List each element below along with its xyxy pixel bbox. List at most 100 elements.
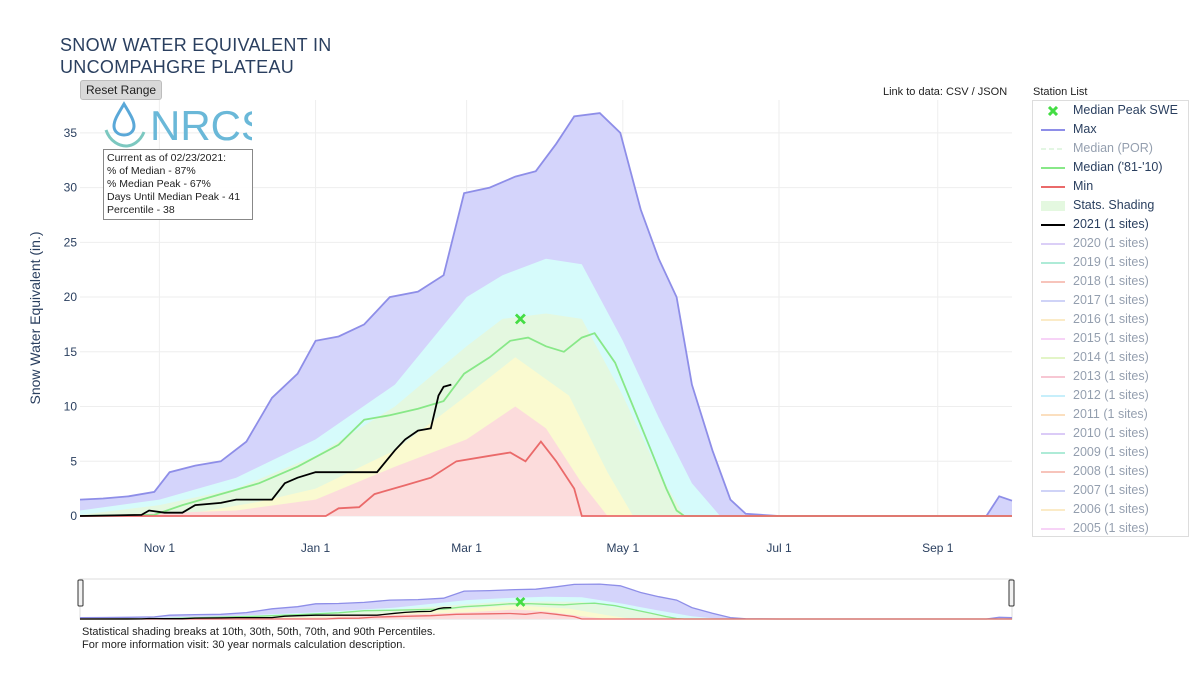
line-symbol-icon bbox=[1041, 262, 1065, 264]
chart-title: SNOW WATER EQUIVALENT IN UNCOMPAHGRE PLA… bbox=[60, 34, 332, 78]
reset-range-button[interactable]: Reset Range bbox=[80, 80, 163, 100]
legend-item[interactable]: 2010 (1 sites) bbox=[1033, 424, 1188, 443]
json-link[interactable]: JSON bbox=[977, 86, 1008, 98]
csv-link[interactable]: CSV bbox=[946, 86, 969, 98]
info-pct-median: % of Median - 87% bbox=[107, 165, 196, 177]
line-symbol-icon bbox=[1041, 452, 1065, 454]
legend-item[interactable]: 2020 (1 sites) bbox=[1033, 234, 1188, 253]
legend-item[interactable]: 2016 (1 sites) bbox=[1033, 310, 1188, 329]
logo-text: NRCS bbox=[150, 102, 252, 149]
range-handle-left[interactable] bbox=[77, 579, 84, 607]
water-drop-icon: NRCS bbox=[104, 101, 269, 149]
legend-item[interactable]: Median ('81-'10) bbox=[1033, 158, 1188, 177]
legend-item[interactable]: 2018 (1 sites) bbox=[1033, 272, 1188, 291]
station-list-link[interactable]: Station List bbox=[1033, 86, 1088, 98]
normals-description-link[interactable]: 30 year normals calculation description bbox=[212, 639, 403, 651]
line-symbol-icon bbox=[1041, 357, 1065, 359]
legend: Median Peak SWE Max Median (POR) Median ('8… bbox=[1032, 100, 1189, 537]
line-symbol-icon bbox=[1041, 433, 1065, 435]
range-slider-preview bbox=[79, 583, 1013, 620]
legend-item[interactable]: 2017 (1 sites) bbox=[1033, 291, 1188, 310]
legend-item[interactable]: 2007 (1 sites) bbox=[1033, 481, 1188, 500]
line-symbol-icon bbox=[1041, 243, 1065, 245]
y-tick-labels: 0 5 10 15 20 25 30 35 bbox=[64, 126, 78, 523]
series-lines bbox=[79, 112, 1013, 517]
footnote: Statistical shading breaks at 10th, 30th… bbox=[82, 626, 435, 652]
y-tick-label: 0 bbox=[70, 509, 77, 523]
max-line bbox=[79, 583, 1013, 620]
legend-item-label: 2006 (1 sites) bbox=[1073, 502, 1149, 516]
legend-item[interactable]: 2009 (1 sites) bbox=[1033, 443, 1188, 462]
y-tick-label: 25 bbox=[64, 235, 78, 249]
legend-item[interactable]: 2015 (1 sites) bbox=[1033, 329, 1188, 348]
legend-item[interactable]: 2021 (1 sites) bbox=[1033, 215, 1188, 234]
legend-item[interactable]: 2019 (1 sites) bbox=[1033, 253, 1188, 272]
chart-title-line2: UNCOMPAHGRE PLATEAU bbox=[60, 57, 295, 77]
info-days-until-peak: Days Until Median Peak - 41 bbox=[107, 191, 241, 203]
y-tick-label: 35 bbox=[64, 126, 78, 140]
x-tick-label: Jul 1 bbox=[766, 541, 792, 555]
current-year-line bbox=[79, 606, 452, 620]
x-tick-label: Sep 1 bbox=[922, 541, 954, 555]
legend-item-label: Stats. Shading bbox=[1073, 198, 1155, 212]
legend-item-label: 2018 (1 sites) bbox=[1073, 274, 1149, 288]
line-symbol-icon bbox=[1041, 319, 1065, 321]
legend-item[interactable]: Max bbox=[1033, 120, 1188, 139]
legend-item-label: 2019 (1 sites) bbox=[1073, 255, 1149, 269]
x-marker-icon bbox=[1047, 106, 1059, 116]
legend-item[interactable]: 2014 (1 sites) bbox=[1033, 348, 1188, 367]
y-tick-label: 10 bbox=[64, 400, 78, 414]
median-peak-marker bbox=[515, 596, 526, 607]
max-line bbox=[79, 112, 1013, 517]
median-peak-marker bbox=[514, 313, 526, 325]
current-info-box: Current as of 02/23/2021: % of Median - … bbox=[103, 149, 253, 220]
range-slider[interactable] bbox=[77, 578, 1015, 620]
legend-item-label: 2013 (1 sites) bbox=[1073, 369, 1149, 383]
link-prefix: Link to data: bbox=[883, 86, 946, 98]
legend-item-label: Max bbox=[1073, 122, 1097, 136]
legend-item-label: 2009 (1 sites) bbox=[1073, 445, 1149, 459]
legend-item[interactable]: 2006 (1 sites) bbox=[1033, 500, 1188, 519]
median-line bbox=[79, 332, 1012, 517]
min-line bbox=[80, 440, 1012, 517]
legend-item[interactable]: Min bbox=[1033, 177, 1188, 196]
x-marker-symbol-icon bbox=[1047, 106, 1059, 116]
current-year-line bbox=[79, 383, 452, 517]
line-symbol-icon bbox=[1041, 281, 1065, 283]
line-symbol-icon bbox=[1041, 129, 1065, 131]
legend-item[interactable]: Median Peak SWE bbox=[1033, 101, 1188, 120]
y-tick-label: 15 bbox=[64, 345, 78, 359]
legend-item-label: 2012 (1 sites) bbox=[1073, 388, 1149, 402]
line-symbol-icon bbox=[1041, 528, 1065, 530]
legend-item-label: Min bbox=[1073, 179, 1094, 193]
legend-item-label: 2011 (1 sites) bbox=[1073, 407, 1148, 421]
footnote-suffix: . bbox=[402, 639, 406, 651]
nrcs-logo: NRCS bbox=[102, 100, 269, 150]
legend-item[interactable]: Stats. Shading bbox=[1033, 196, 1188, 215]
range-handle-right[interactable] bbox=[1008, 579, 1015, 607]
p10-band bbox=[80, 406, 1012, 516]
line-symbol-icon bbox=[1041, 338, 1065, 340]
legend-item[interactable]: 2012 (1 sites) bbox=[1033, 386, 1188, 405]
legend-item[interactable]: 2011 (1 sites) bbox=[1033, 405, 1188, 424]
line-symbol-icon bbox=[1041, 167, 1065, 169]
legend-item[interactable]: Median (POR) bbox=[1033, 139, 1188, 158]
legend-item-label: 2016 (1 sites) bbox=[1073, 312, 1149, 326]
legend-item-label: Median Peak SWE bbox=[1073, 103, 1178, 117]
x-tick-labels: Nov 1 Jan 1 Mar 1 May 1 Jul 1 Sep 1 bbox=[144, 541, 954, 555]
line-symbol-icon bbox=[1041, 490, 1065, 492]
legend-item-label: Median (POR) bbox=[1073, 141, 1153, 155]
y-tick-label: 30 bbox=[64, 181, 78, 195]
line-symbol-icon bbox=[1041, 471, 1065, 473]
line-symbol-icon bbox=[1041, 224, 1065, 226]
legend-item[interactable]: 2008 (1 sites) bbox=[1033, 462, 1188, 481]
x-tick-label: Jan 1 bbox=[301, 541, 331, 555]
percentile-shading bbox=[80, 113, 1012, 516]
legend-item[interactable]: 2013 (1 sites) bbox=[1033, 367, 1188, 386]
chart-title-line1: SNOW WATER EQUIVALENT IN bbox=[60, 35, 332, 55]
legend-item-label: 2007 (1 sites) bbox=[1073, 483, 1149, 497]
data-links: Link to data: CSV / JSON bbox=[883, 86, 1007, 98]
legend-item[interactable]: 2005 (1 sites) bbox=[1033, 519, 1188, 536]
line-symbol-icon bbox=[1041, 376, 1065, 378]
